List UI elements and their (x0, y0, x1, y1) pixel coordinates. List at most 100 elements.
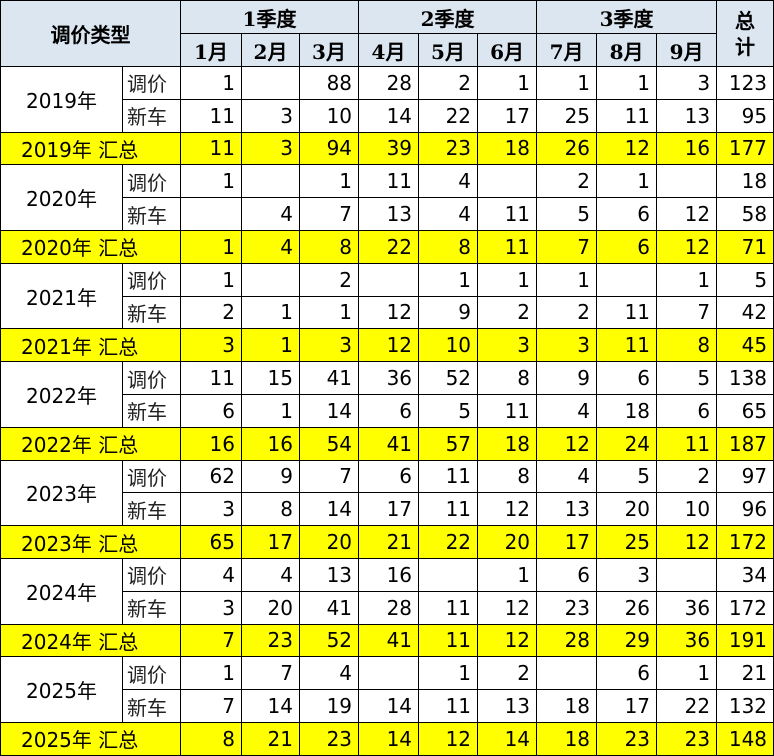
value-cell: 123 (716, 66, 774, 100)
value-cell: 16 (241, 426, 300, 461)
value-cell: 12 (477, 492, 538, 527)
value-cell: 12 (596, 131, 658, 166)
type-cell: 调价 (122, 557, 181, 592)
value-cell: 58 (716, 197, 774, 231)
value-cell: 12 (656, 197, 718, 231)
type-cell: 新车 (122, 295, 181, 330)
summary-label: 2023年 汇总 (0, 525, 181, 559)
value-cell (656, 164, 718, 199)
value-cell: 1 (241, 328, 300, 363)
value-cell: 18 (716, 164, 774, 199)
value-cell: 3 (596, 557, 658, 592)
value-cell: 15 (241, 361, 300, 395)
summary-row: 2022年 汇总 16 16 54 41 57 18 12 24 11 187 (0, 426, 774, 461)
value-cell: 17 (536, 525, 598, 559)
data-row: 新车 3 8 14 17 11 12 13 20 10 96 (1, 492, 774, 527)
value-cell: 1 (477, 557, 538, 592)
value-cell (180, 197, 242, 231)
value-cell (536, 656, 598, 691)
value-cell: 17 (477, 98, 538, 133)
value-cell: 1 (418, 656, 479, 691)
quarter-header: 3季度 (536, 0, 718, 34)
value-cell: 24 (596, 426, 658, 461)
value-cell: 23 (298, 721, 360, 756)
summary-label: 2019年 汇总 (0, 131, 181, 166)
value-cell: 13 (536, 492, 598, 527)
value-cell: 3 (656, 66, 718, 100)
value-cell: 21 (358, 525, 420, 559)
value-cell: 8 (298, 229, 360, 264)
data-row: 2019年 调价 1 88 28 2 1 1 1 3 123 (0, 66, 774, 133)
value-cell: 4 (241, 197, 300, 231)
value-cell: 1 (180, 66, 242, 100)
value-cell: 41 (358, 426, 420, 461)
value-cell: 26 (596, 590, 658, 625)
data-row: 新车 7 14 19 14 11 13 18 17 22 132 (1, 689, 774, 723)
value-cell: 18 (477, 426, 538, 461)
value-cell: 1 (477, 66, 538, 100)
summary-label: 2022年 汇总 (0, 426, 181, 461)
value-cell: 5 (536, 197, 598, 231)
data-row: 新车 2 1 1 12 9 2 2 11 7 42 (1, 295, 774, 330)
value-cell: 187 (716, 426, 774, 461)
value-cell: 26 (536, 131, 598, 166)
value-cell: 3 (180, 590, 242, 625)
value-cell: 25 (536, 98, 598, 133)
value-cell: 3 (536, 328, 598, 363)
data-row: 2025年 调价 1 7 4 1 2 6 1 21 (0, 656, 774, 723)
value-cell: 2 (298, 262, 360, 297)
value-cell: 62 (180, 459, 242, 494)
value-cell: 6 (596, 197, 658, 231)
table-body: 2019年 调价 1 88 28 2 1 1 1 3 123 新车 11 3 10 14 22 17 25 11 13 9… (0, 66, 774, 756)
value-cell: 191 (716, 623, 774, 658)
value-cell: 2 (418, 66, 479, 100)
value-cell: 11 (596, 295, 658, 330)
value-cell: 23 (596, 721, 658, 756)
summary-row: 2025年 汇总 8 21 23 14 12 14 18 23 23 148 (0, 721, 774, 756)
year-cell: 2022年 (0, 361, 123, 428)
value-cell: 95 (716, 98, 774, 133)
value-cell: 28 (536, 623, 598, 658)
value-cell: 8 (656, 328, 718, 363)
value-cell: 20 (241, 590, 300, 625)
value-cell: 57 (418, 426, 479, 461)
value-cell: 3 (180, 328, 242, 363)
value-cell: 4 (298, 656, 360, 691)
summary-label: 2024年 汇总 (0, 623, 181, 658)
year-cell: 2025年 (0, 656, 123, 723)
value-cell: 18 (477, 131, 538, 166)
value-cell: 10 (418, 328, 479, 363)
table-header: 调价类型 1季度 2季度 3季度 总计 1月 2月 3月 4月 5月 6月 7月 8月 9月 (0, 0, 774, 67)
value-cell: 8 (418, 229, 479, 264)
value-cell: 25 (596, 525, 658, 559)
value-cell: 11 (477, 229, 538, 264)
value-cell: 18 (536, 721, 598, 756)
value-cell: 17 (358, 492, 420, 527)
value-cell: 17 (596, 689, 658, 723)
value-cell: 11 (418, 459, 479, 494)
value-cell: 12 (656, 229, 718, 264)
data-row: 2021年 调价 1 2 1 1 1 1 5 (0, 262, 774, 330)
type-cell: 新车 (122, 393, 181, 428)
value-cell: 5 (716, 262, 774, 297)
value-cell: 88 (298, 66, 360, 100)
value-cell: 4 (418, 164, 479, 199)
corner-header: 调价类型 (0, 0, 181, 67)
value-cell: 14 (241, 689, 300, 723)
summary-row: 2024年 汇总 7 23 52 41 11 12 28 29 36 191 (0, 623, 774, 658)
value-cell: 14 (358, 721, 420, 756)
value-cell: 18 (536, 689, 598, 723)
value-cell: 29 (596, 623, 658, 658)
value-cell: 3 (477, 328, 538, 363)
value-cell: 41 (358, 623, 420, 658)
value-cell: 9 (241, 459, 300, 494)
year-cell: 2021年 (0, 262, 123, 330)
value-cell: 8 (241, 492, 300, 527)
value-cell: 20 (596, 492, 658, 527)
value-cell: 2 (477, 656, 538, 691)
value-cell: 14 (358, 689, 420, 723)
value-cell: 11 (477, 393, 538, 428)
value-cell: 11 (180, 361, 242, 395)
month-header: 1月 (180, 33, 242, 67)
value-cell: 1 (536, 66, 598, 100)
